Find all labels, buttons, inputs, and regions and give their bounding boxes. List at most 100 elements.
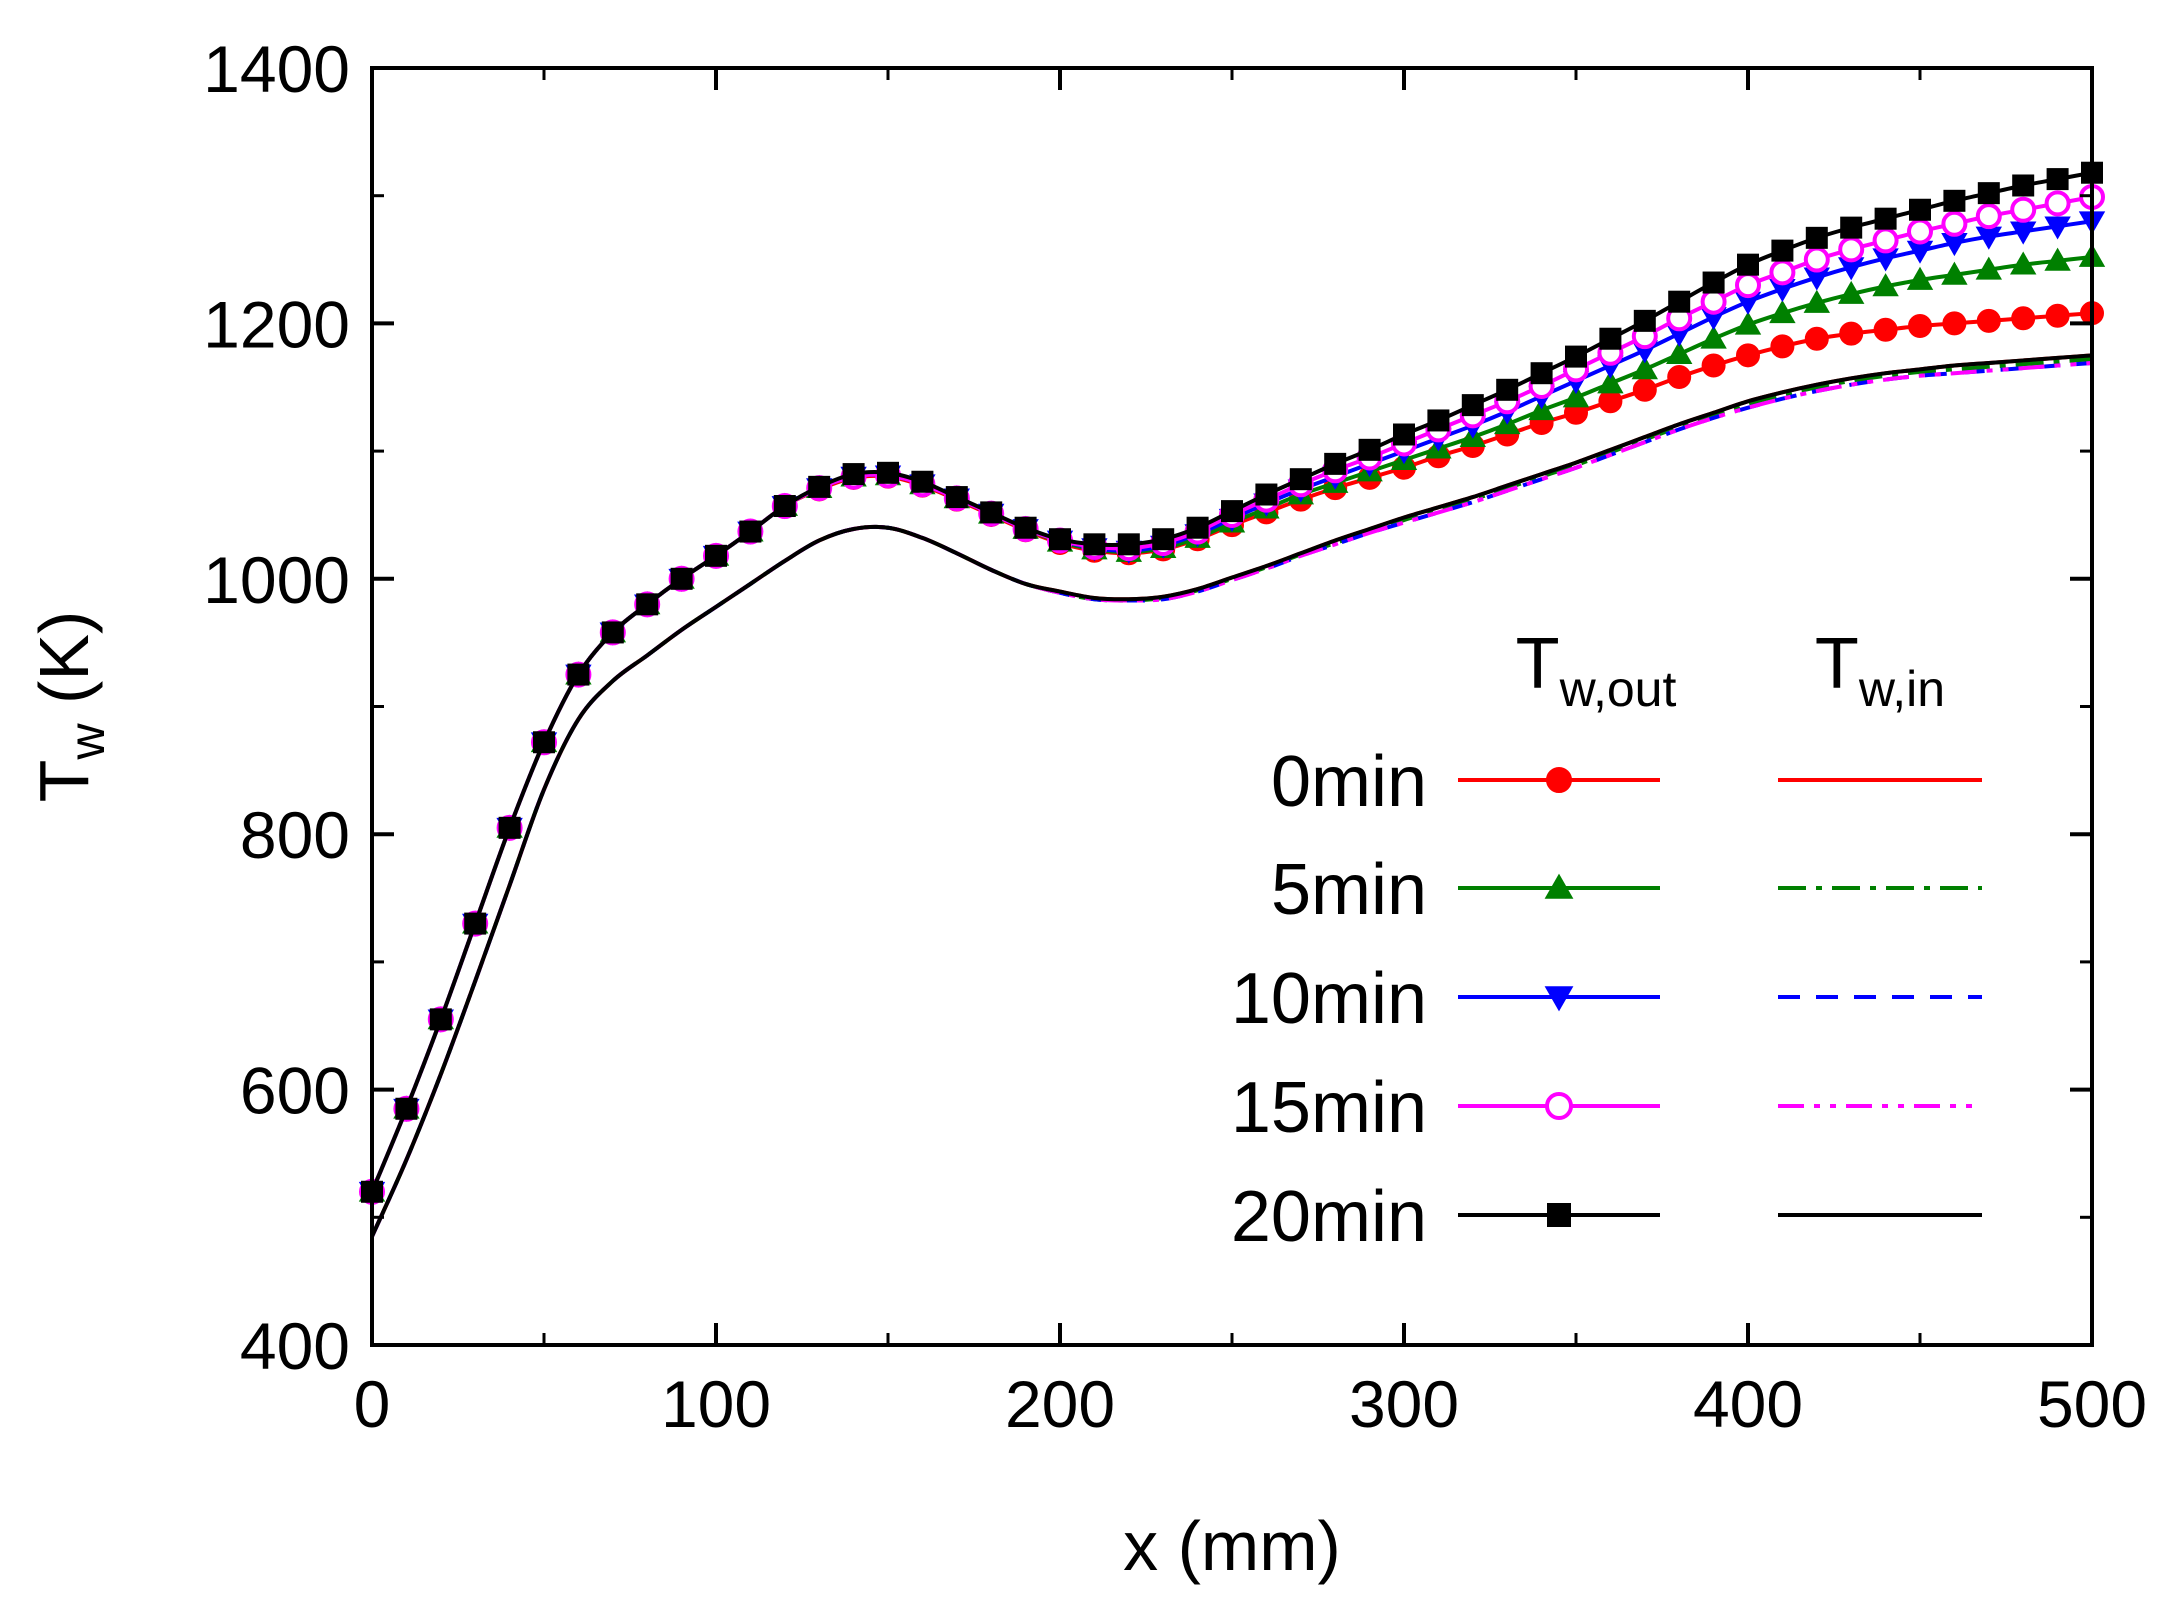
legend-marker-10min <box>1544 986 1574 1012</box>
data-point-20min <box>1255 483 1278 506</box>
x-tick-label: 400 <box>1693 1367 1803 1441</box>
data-point-0min <box>1598 389 1623 414</box>
data-point-15min <box>1735 272 1761 299</box>
data-point-10min <box>1769 279 1796 303</box>
data-point-20min <box>1909 198 1931 221</box>
data-point-15min <box>1975 203 2002 230</box>
data-point-20min <box>670 567 693 590</box>
legend-label-10min: 10min <box>1231 959 1427 1039</box>
data-point-10min <box>1906 240 1934 264</box>
data-point-15min <box>1941 210 1968 237</box>
series-line-out-10min <box>370 219 2093 1193</box>
x-tick-label: 500 <box>2037 1367 2147 1441</box>
legend: Tw,out Tw,in 0min 5min 10min 15min 20min <box>1231 624 1982 1257</box>
data-point-20min <box>1737 253 1759 276</box>
data-point-5min <box>1941 261 1968 285</box>
data-point-5min <box>1666 340 1693 364</box>
data-point-20min <box>1530 362 1553 385</box>
data-point-5min <box>1975 256 2002 280</box>
y-tick-label: 600 <box>240 1054 350 1128</box>
data-point-10min <box>1941 233 1968 257</box>
y-tick-label: 1200 <box>203 287 350 361</box>
data-point-15min <box>1769 259 1796 286</box>
legend-label-5min: 5min <box>1271 850 1427 930</box>
data-point-20min <box>773 495 796 518</box>
data-point-20min <box>1427 409 1450 432</box>
data-point-20min <box>705 544 727 567</box>
data-point-20min <box>1633 309 1656 332</box>
inner-wall-series-layer <box>370 353 2093 1238</box>
data-point-0min <box>1770 334 1795 359</box>
data-point-20min <box>1771 239 1794 262</box>
data-point-5min <box>1734 311 1762 335</box>
x-axis: 0 100 200 300 400 500 <box>354 68 2147 1441</box>
legend-marker-5min <box>1544 873 1574 899</box>
plot-frame <box>370 66 2094 1347</box>
data-point-5min <box>2044 247 2071 271</box>
data-point-10min <box>2044 216 2071 240</box>
y-tick-label: 1000 <box>203 543 350 617</box>
y-tick-label: 400 <box>240 1309 350 1383</box>
data-point-20min <box>429 1008 452 1031</box>
data-point-20min <box>1668 290 1691 313</box>
series-line-out-5min <box>370 255 2093 1193</box>
data-point-20min <box>1393 423 1415 446</box>
data-point-20min <box>1083 533 1106 556</box>
data-point-20min <box>1358 438 1381 461</box>
legend-entries: 0min 5min 10min 15min 20min <box>1231 742 1982 1257</box>
legend-label-20min: 20min <box>1231 1177 1427 1257</box>
data-point-20min <box>1186 516 1209 539</box>
data-point-0min <box>2011 306 2036 331</box>
y-axis-title-main: T <box>25 760 103 803</box>
data-point-15min <box>1838 236 1865 263</box>
data-point-5min <box>1769 299 1796 324</box>
data-point-5min <box>1631 356 1658 380</box>
data-point-20min <box>567 663 590 686</box>
data-point-20min <box>739 520 762 543</box>
data-point-20min <box>1599 327 1622 350</box>
data-point-10min <box>1975 226 2002 250</box>
data-point-20min <box>1977 182 2000 205</box>
series-markers-10min <box>358 211 2106 1205</box>
data-point-0min <box>1804 326 1829 351</box>
legend-label-15min: 15min <box>1231 1068 1427 1148</box>
data-point-0min <box>1908 313 1932 338</box>
y-axis-title-unit: (K) <box>25 611 103 724</box>
data-point-0min <box>1976 308 2001 333</box>
series-line-in-20min <box>370 353 2093 1238</box>
data-point-20min <box>1874 207 1897 230</box>
legend-marker-20min <box>1547 1203 1571 1227</box>
series-markers-5min <box>358 243 2106 1202</box>
data-point-5min <box>1803 289 1830 313</box>
data-point-0min <box>2045 303 2070 328</box>
data-point-20min <box>1152 528 1175 551</box>
x-tick-label: 200 <box>1005 1367 1115 1441</box>
legend-header-in: Tw,in <box>1815 624 1945 717</box>
data-point-10min <box>1734 291 1762 315</box>
series-line-out-0min <box>370 311 2093 1193</box>
legend-header-out-main: T <box>1516 624 1560 704</box>
data-point-10min <box>2010 221 2037 245</box>
data-point-5min <box>2010 251 2037 275</box>
data-point-20min <box>1049 528 1071 551</box>
y-axis-title-sub: w <box>59 723 115 761</box>
series-markers-20min <box>361 161 2103 1203</box>
data-point-15min <box>1803 246 1830 273</box>
data-point-20min <box>1840 216 1863 239</box>
legend-header-out: Tw,out <box>1516 624 1677 717</box>
outer-wall-series-layer <box>358 161 2106 1205</box>
data-point-5min <box>1700 325 1727 349</box>
legend-marker-0min <box>1546 767 1572 793</box>
data-point-15min <box>1700 288 1727 315</box>
y-axis-title: Tw (K) <box>25 611 115 803</box>
data-point-0min <box>1942 311 1967 336</box>
data-point-20min <box>464 912 487 935</box>
data-point-20min <box>601 621 624 644</box>
data-point-15min <box>1907 218 1933 245</box>
data-point-10min <box>1838 257 1865 281</box>
data-point-20min <box>842 463 865 486</box>
data-point-20min <box>636 593 659 616</box>
data-point-10min <box>1872 248 1899 272</box>
